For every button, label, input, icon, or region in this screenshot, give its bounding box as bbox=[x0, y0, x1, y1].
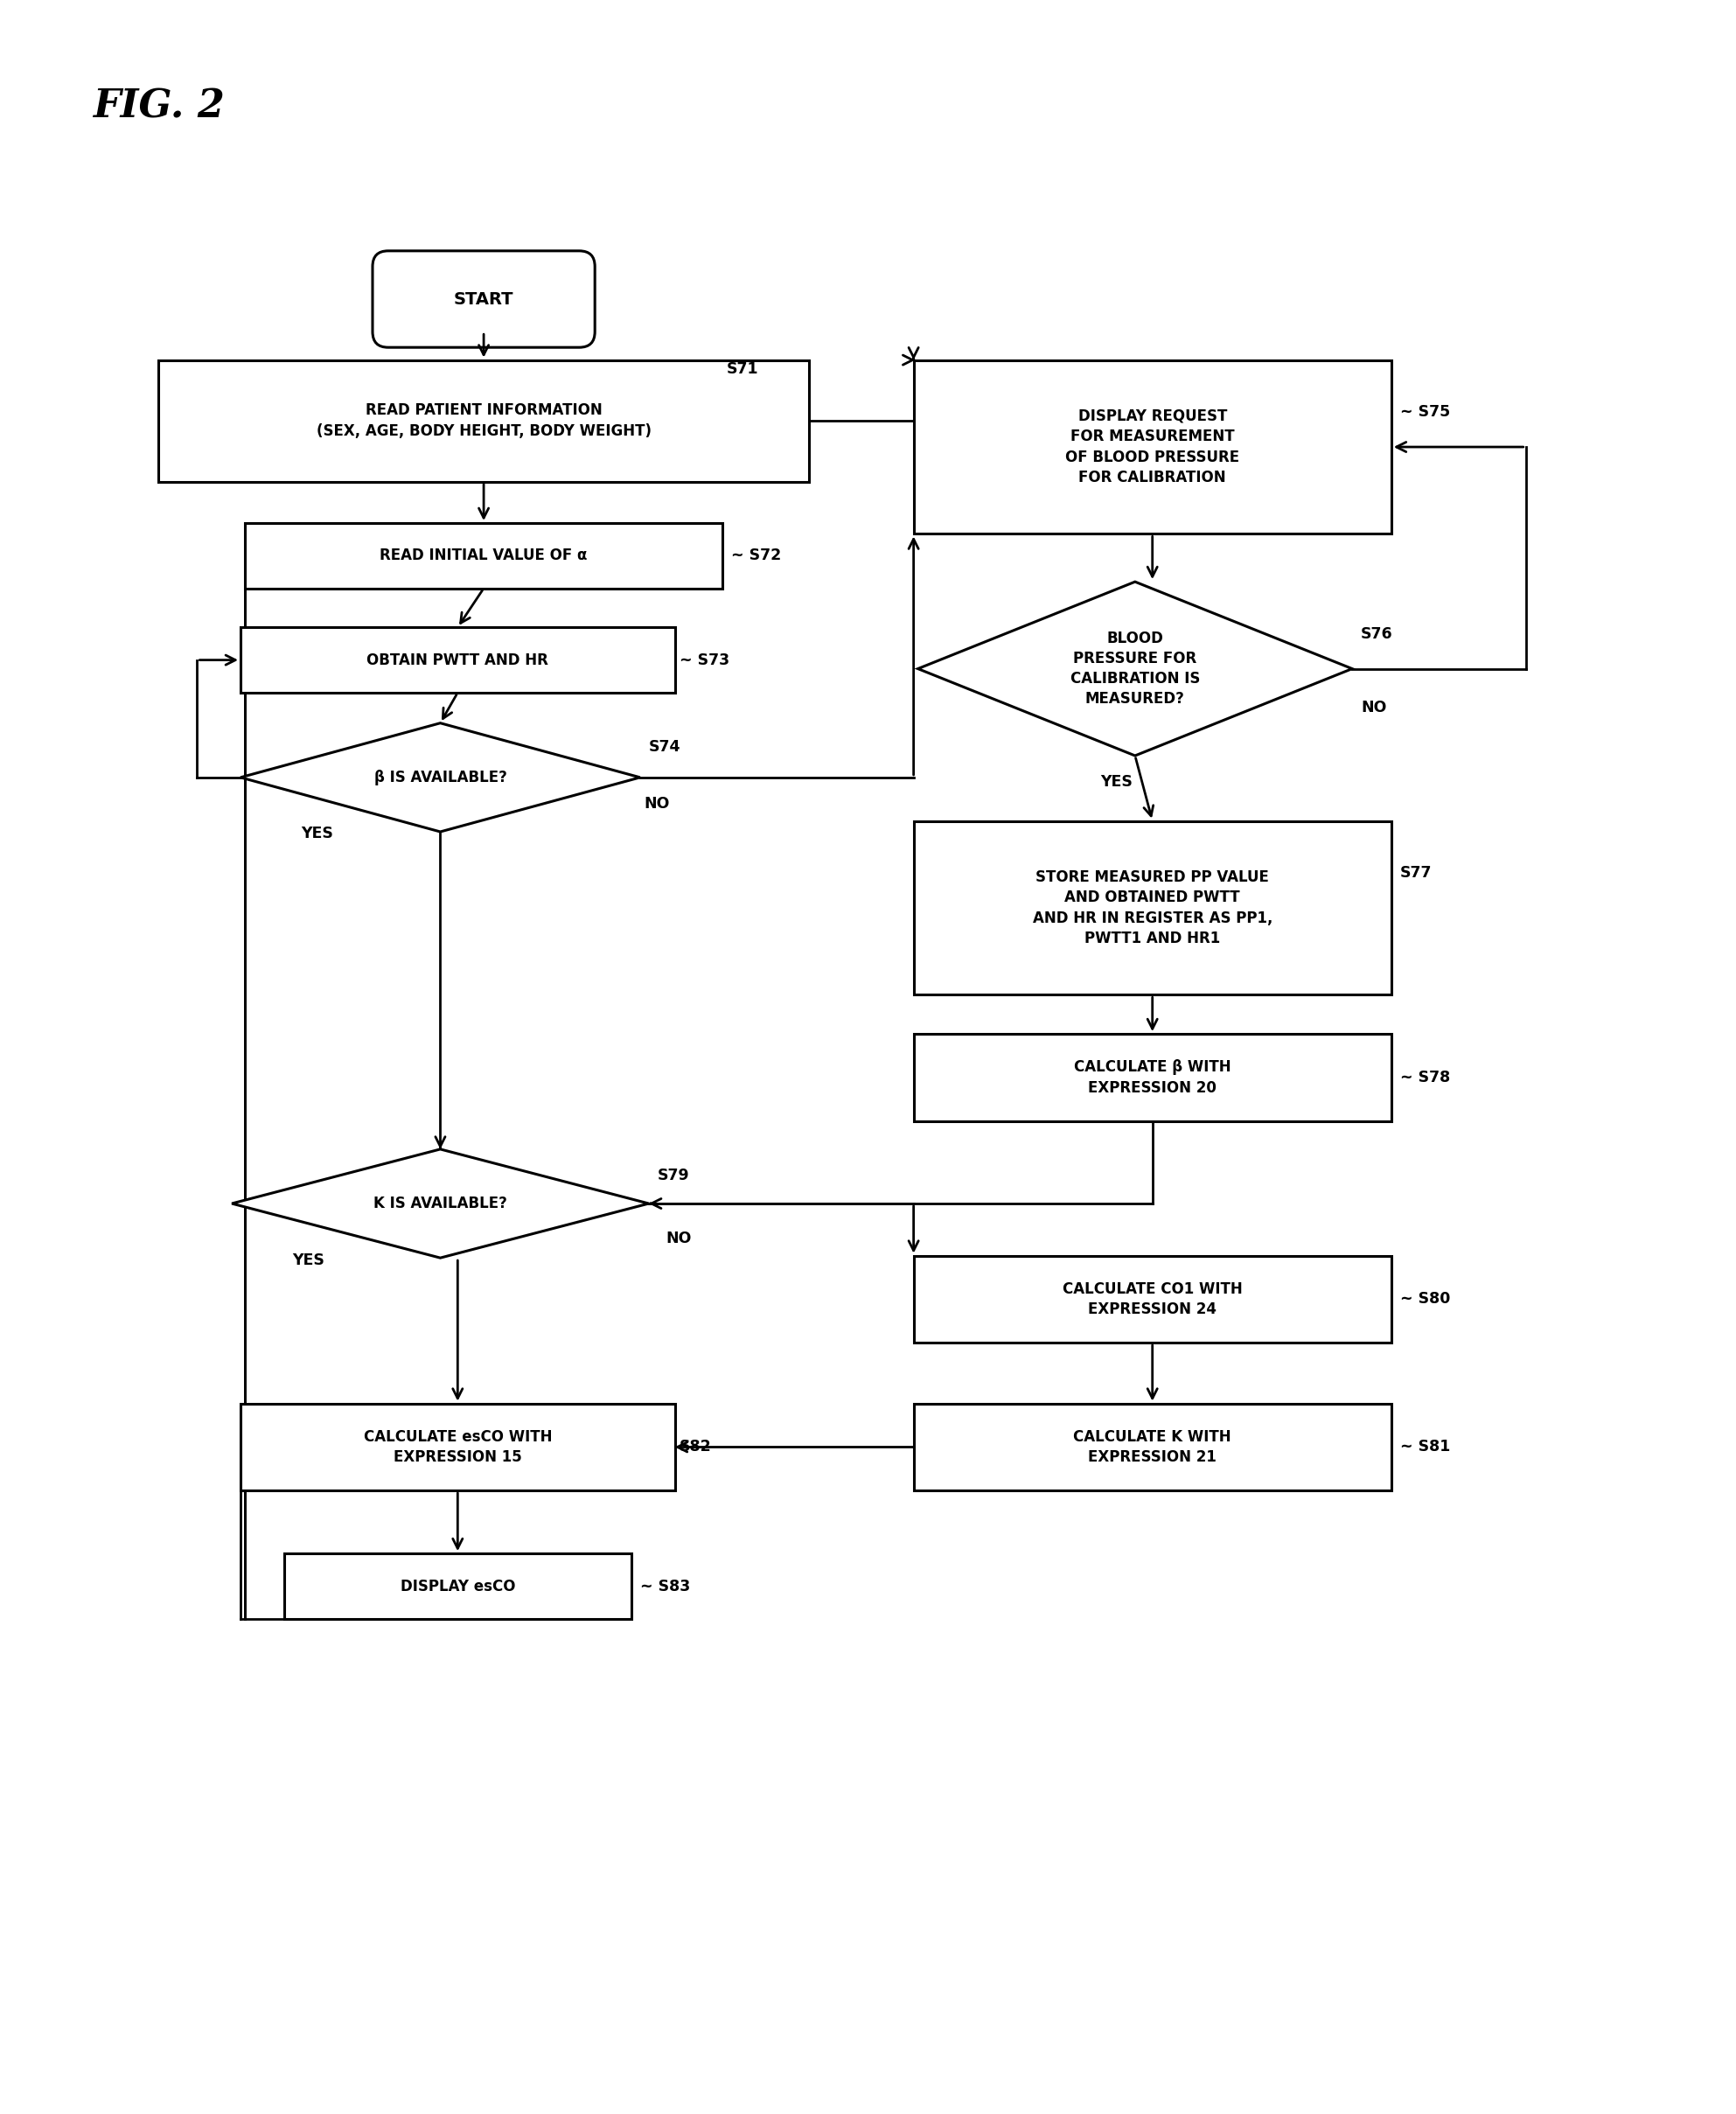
Text: STORE MEASURED PP VALUE
AND OBTAINED PWTT
AND HR IN REGISTER AS PP1,
PWTT1 AND H: STORE MEASURED PP VALUE AND OBTAINED PWT… bbox=[1033, 869, 1272, 947]
FancyBboxPatch shape bbox=[913, 820, 1391, 996]
Text: DISPLAY REQUEST
FOR MEASUREMENT
OF BLOOD PRESSURE
FOR CALIBRATION: DISPLAY REQUEST FOR MEASUREMENT OF BLOOD… bbox=[1066, 408, 1240, 486]
Text: ~ S75: ~ S75 bbox=[1399, 404, 1450, 421]
Polygon shape bbox=[918, 581, 1352, 755]
Text: BLOOD
PRESSURE FOR
CALIBRATION IS
MEASURED?: BLOOD PRESSURE FOR CALIBRATION IS MEASUR… bbox=[1069, 630, 1200, 706]
Text: β IS AVAILABLE?: β IS AVAILABLE? bbox=[373, 769, 507, 784]
Text: S74: S74 bbox=[649, 740, 681, 755]
FancyBboxPatch shape bbox=[913, 1404, 1391, 1490]
FancyBboxPatch shape bbox=[158, 359, 809, 482]
Text: START: START bbox=[453, 292, 514, 307]
Text: K IS AVAILABLE?: K IS AVAILABLE? bbox=[373, 1197, 507, 1211]
Text: CALCULATE esCO WITH
EXPRESSION 15: CALCULATE esCO WITH EXPRESSION 15 bbox=[363, 1429, 552, 1465]
Text: ~ S83: ~ S83 bbox=[641, 1579, 691, 1594]
FancyBboxPatch shape bbox=[373, 252, 595, 347]
Text: NO: NO bbox=[667, 1230, 691, 1245]
Text: NO: NO bbox=[1361, 700, 1387, 717]
Text: ~ S81: ~ S81 bbox=[1399, 1440, 1450, 1454]
Text: DISPLAY esCO: DISPLAY esCO bbox=[401, 1579, 516, 1594]
FancyBboxPatch shape bbox=[285, 1554, 632, 1619]
Text: NO: NO bbox=[644, 795, 670, 812]
Polygon shape bbox=[241, 723, 641, 831]
FancyBboxPatch shape bbox=[241, 628, 675, 693]
Text: ~ S80: ~ S80 bbox=[1399, 1292, 1450, 1306]
Polygon shape bbox=[233, 1150, 649, 1258]
Text: OBTAIN PWTT AND HR: OBTAIN PWTT AND HR bbox=[366, 651, 549, 668]
Text: YES: YES bbox=[293, 1251, 325, 1268]
Text: CALCULATE CO1 WITH
EXPRESSION 24: CALCULATE CO1 WITH EXPRESSION 24 bbox=[1062, 1281, 1243, 1317]
FancyBboxPatch shape bbox=[913, 359, 1391, 535]
Text: S71: S71 bbox=[727, 361, 759, 376]
FancyBboxPatch shape bbox=[913, 1256, 1391, 1342]
Text: YES: YES bbox=[1101, 774, 1132, 791]
Text: S77: S77 bbox=[1399, 865, 1432, 882]
Text: YES: YES bbox=[302, 827, 333, 841]
Text: ~ S73: ~ S73 bbox=[679, 651, 729, 668]
Text: S76: S76 bbox=[1361, 626, 1392, 643]
Text: ~ S78: ~ S78 bbox=[1399, 1070, 1450, 1084]
Text: CALCULATE K WITH
EXPRESSION 21: CALCULATE K WITH EXPRESSION 21 bbox=[1073, 1429, 1231, 1465]
FancyBboxPatch shape bbox=[913, 1034, 1391, 1120]
Text: FIG. 2: FIG. 2 bbox=[94, 87, 226, 125]
FancyBboxPatch shape bbox=[241, 1404, 675, 1490]
Text: READ PATIENT INFORMATION
(SEX, AGE, BODY HEIGHT, BODY WEIGHT): READ PATIENT INFORMATION (SEX, AGE, BODY… bbox=[316, 402, 651, 440]
Text: READ INITIAL VALUE OF α: READ INITIAL VALUE OF α bbox=[380, 548, 587, 564]
Text: ~ S72: ~ S72 bbox=[731, 548, 781, 564]
FancyBboxPatch shape bbox=[245, 522, 722, 588]
Text: S82: S82 bbox=[679, 1440, 712, 1454]
Text: CALCULATE β WITH
EXPRESSION 20: CALCULATE β WITH EXPRESSION 20 bbox=[1075, 1059, 1231, 1095]
Text: S79: S79 bbox=[658, 1167, 689, 1184]
